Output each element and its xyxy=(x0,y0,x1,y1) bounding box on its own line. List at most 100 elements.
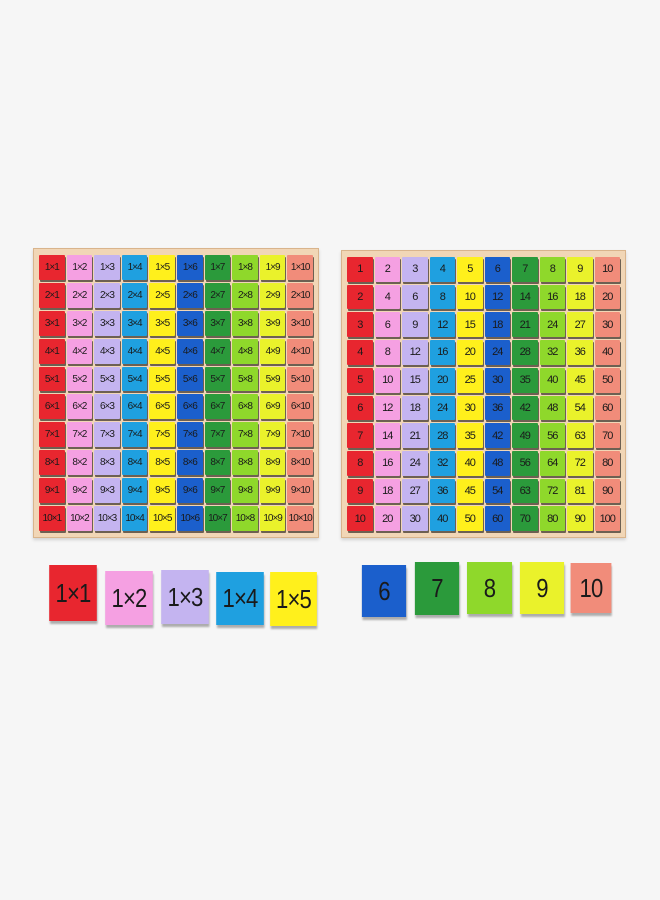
tile: 24 xyxy=(402,450,428,476)
tile: 6×10 xyxy=(287,394,313,420)
tile: 10×10 xyxy=(287,506,313,531)
tile: 6 xyxy=(484,257,510,282)
tile: 9×5 xyxy=(149,478,175,504)
loose-tile: 7 xyxy=(414,562,460,615)
tile: 56 xyxy=(539,423,565,448)
tile: 1×4 xyxy=(121,255,148,280)
tile: 80 xyxy=(594,450,620,476)
tile: 3×1 xyxy=(39,310,65,336)
tile: 36 xyxy=(567,340,593,365)
tile: 8 xyxy=(374,340,400,365)
tile: 5 xyxy=(347,367,373,393)
tile: 30 xyxy=(594,312,620,338)
products-board: 1 2 3 4 5 6 7 8 9 10 2 4 6 8 10 12 14 16 18 20 3 6 9 12 15 18 21 24… xyxy=(341,250,626,538)
tile: 10×2 xyxy=(66,506,93,531)
tile: 1×6 xyxy=(177,255,203,280)
tile: 14 xyxy=(374,423,400,448)
tile: 7 xyxy=(347,423,373,448)
tile: 63 xyxy=(512,478,538,504)
tile: 70 xyxy=(512,506,538,531)
loose-tile: 10 xyxy=(570,563,612,613)
tile: 9×4 xyxy=(121,478,148,504)
tile: 24 xyxy=(429,395,455,421)
tile: 9×3 xyxy=(94,478,120,504)
tile: 8×7 xyxy=(204,450,231,476)
loose-tile: 6 xyxy=(361,565,407,617)
tile: 10×6 xyxy=(177,506,203,531)
tile: 70 xyxy=(594,423,620,448)
tile: 1×7 xyxy=(204,255,231,280)
tile: 8 xyxy=(347,450,373,476)
loose-tile: 1×4 xyxy=(216,572,264,625)
tile: 2×1 xyxy=(39,282,65,308)
tile: 8×2 xyxy=(66,450,93,476)
tile: 7×2 xyxy=(66,422,93,448)
tile: 30 xyxy=(457,395,483,421)
tile: 8×3 xyxy=(94,450,120,476)
tile: 8×1 xyxy=(39,450,65,476)
tile: 3 xyxy=(402,257,428,282)
tile: 54 xyxy=(484,478,510,504)
tile: 60 xyxy=(484,506,510,531)
tile: 6×9 xyxy=(259,394,286,420)
tile: 21 xyxy=(512,312,538,338)
tile: 81 xyxy=(567,478,593,504)
tile: 20 xyxy=(374,506,400,531)
tile: 5×2 xyxy=(66,366,93,392)
tile: 90 xyxy=(567,506,593,531)
tile: 7×4 xyxy=(121,422,148,448)
tile: 2 xyxy=(374,257,400,282)
tile: 8×6 xyxy=(177,450,203,476)
loose-tile: 8 xyxy=(466,562,513,614)
tile: 8 xyxy=(429,284,455,310)
tile: 6 xyxy=(347,395,373,421)
tile: 2×8 xyxy=(232,282,258,308)
tile: 10×5 xyxy=(149,506,175,531)
tile: 7 xyxy=(512,257,538,282)
tile: 4×6 xyxy=(177,338,203,364)
tile: 8 xyxy=(539,257,565,282)
tile: 5×3 xyxy=(94,366,120,392)
tile: 10×8 xyxy=(232,506,258,531)
tile: 72 xyxy=(567,450,593,476)
tile: 35 xyxy=(512,367,538,393)
tile: 7×5 xyxy=(149,422,175,448)
loose-tile: 1×3 xyxy=(161,570,209,624)
tile: 18 xyxy=(567,284,593,310)
tile: 60 xyxy=(594,395,620,421)
tile: 6 xyxy=(402,284,428,310)
tile: 2×6 xyxy=(177,282,203,308)
tile: 5×10 xyxy=(287,366,313,392)
tile: 7×3 xyxy=(94,422,120,448)
tile: 90 xyxy=(594,478,620,504)
tile: 5 xyxy=(457,257,483,282)
tile: 10 xyxy=(374,367,400,393)
tile: 18 xyxy=(402,395,428,421)
tile: 4×8 xyxy=(232,338,258,364)
tile: 42 xyxy=(512,395,538,421)
tile: 32 xyxy=(539,340,565,365)
tile: 6×1 xyxy=(39,394,65,420)
tile: 56 xyxy=(512,450,538,476)
tile: 1×1 xyxy=(39,255,65,280)
tile: 3 xyxy=(347,312,373,338)
tile: 8×10 xyxy=(287,450,313,476)
tile: 16 xyxy=(374,450,400,476)
tile: 50 xyxy=(457,506,483,531)
tile: 15 xyxy=(457,312,483,338)
tile: 2×9 xyxy=(259,282,286,308)
tile: 10 xyxy=(594,257,620,282)
tile: 2×5 xyxy=(149,282,175,308)
tile: 30 xyxy=(402,506,428,531)
tile: 1×3 xyxy=(94,255,120,280)
tile: 10×9 xyxy=(259,506,286,531)
tile: 5×4 xyxy=(121,366,148,392)
tile: 24 xyxy=(539,312,565,338)
tile: 100 xyxy=(594,506,620,531)
tile: 6×5 xyxy=(149,394,175,420)
tile: 9 xyxy=(567,257,593,282)
tile: 63 xyxy=(567,423,593,448)
tile: 8×9 xyxy=(259,450,286,476)
tile: 10×7 xyxy=(204,506,231,531)
tile: 7×10 xyxy=(287,422,313,448)
